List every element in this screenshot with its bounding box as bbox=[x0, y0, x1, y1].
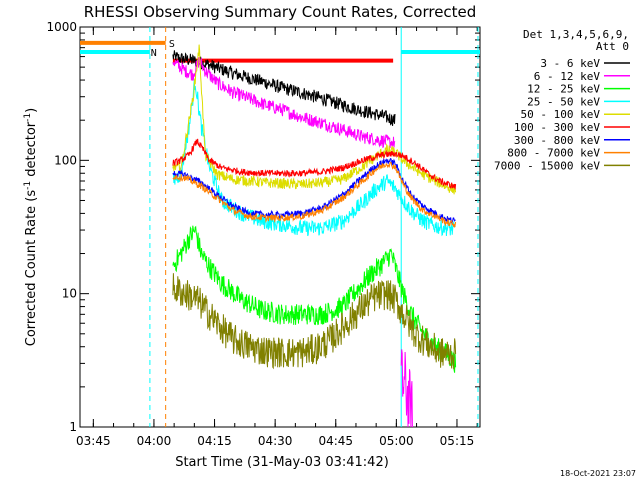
series-6-12-kev bbox=[172, 56, 396, 149]
series-25-50-kev bbox=[172, 79, 456, 237]
x-tick-label: 03:45 bbox=[76, 434, 111, 448]
legend-label-3-6-kev: 3 - 6 keV bbox=[540, 57, 600, 70]
legend-label-7000-15000-kev: 7000 - 15000 keV bbox=[494, 159, 600, 172]
plot-frame bbox=[79, 26, 481, 428]
timestamp: 18-Oct-2021 23:07 bbox=[560, 469, 636, 478]
legend-label-12-25-kev: 12 - 25 keV bbox=[527, 83, 600, 96]
x-tick-label: 04:45 bbox=[318, 434, 353, 448]
y-tick-label: 10 bbox=[62, 287, 77, 301]
annotations: NS bbox=[151, 39, 175, 59]
x-tick-label: 05:00 bbox=[379, 434, 414, 448]
annotation-s: S bbox=[169, 39, 175, 50]
series-7000-15000-kev bbox=[172, 273, 457, 370]
legend-label-50-100-kev: 50 - 100 keV bbox=[521, 108, 601, 121]
legend-label-800-7000-kev: 800 - 7000 keV bbox=[507, 147, 600, 160]
y-tick-label: 100 bbox=[54, 153, 77, 167]
x-tick-label: 04:15 bbox=[197, 434, 232, 448]
ylabel-part-1: Corrected Count Rate (s bbox=[24, 190, 39, 347]
legend-label-100-300-kev: 100 - 300 keV bbox=[514, 121, 600, 134]
series-50-100-kev bbox=[172, 44, 457, 195]
plot-area bbox=[79, 26, 481, 428]
legend-header-line-2: Att 0 bbox=[596, 40, 629, 53]
x-axis: 03:45 04:00 04:15 04:30 04:45 05:00 05:15 bbox=[76, 27, 478, 448]
y-axis-label: Corrected Count Rate (s-1 detector-1) bbox=[23, 108, 39, 346]
y-tick-label: 1000 bbox=[46, 20, 77, 34]
series-800-7000-kev bbox=[172, 161, 457, 228]
legend-label-25-50-kev: 25 - 50 keV bbox=[527, 95, 600, 108]
legend-label-300-800-kev: 300 - 800 keV bbox=[514, 134, 600, 147]
y-tick-label: 1 bbox=[69, 420, 77, 434]
x-axis-label: Start Time (31-May-03 03:41:42) bbox=[175, 455, 389, 470]
ylabel-part-2: detector bbox=[24, 121, 39, 181]
chart-title: RHESSI Observing Summary Count Rates, Co… bbox=[84, 3, 477, 21]
legend-label-6-12-kev: 6 - 12 keV bbox=[534, 70, 601, 83]
ylabel-part-3: ) bbox=[24, 108, 39, 113]
status-flags bbox=[80, 40, 480, 63]
series-300-800-kev bbox=[172, 157, 456, 224]
series-6-12-kev-tail bbox=[400, 349, 413, 428]
ylabel-sup-2: -1 bbox=[23, 113, 33, 122]
x-tick-label: 04:30 bbox=[258, 434, 293, 448]
series-100-300-kev bbox=[172, 138, 457, 190]
legend-header-line-1: Det 1,3,4,5,6,9, bbox=[523, 28, 629, 41]
y-axis: 1 10 100 1000 bbox=[46, 20, 480, 434]
ylabel-sup-1: -1 bbox=[23, 181, 33, 190]
annotation-n: N bbox=[151, 48, 157, 59]
series-group bbox=[172, 44, 457, 428]
x-tick-label: 05:15 bbox=[440, 434, 475, 448]
series-3-6-kev bbox=[172, 50, 396, 127]
series-12-25-kev bbox=[172, 225, 457, 373]
x-tick-label: 04:00 bbox=[137, 434, 172, 448]
